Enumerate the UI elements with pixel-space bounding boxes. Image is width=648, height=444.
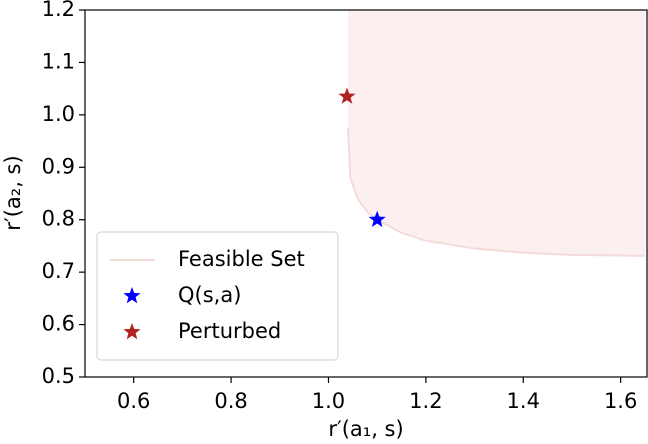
star-marker (368, 210, 386, 227)
legend-star (123, 323, 141, 340)
legend-star (123, 287, 141, 304)
x-tick-label: 1.0 (312, 389, 345, 413)
series-line (346, 127, 646, 257)
legend-label: Perturbed (178, 319, 281, 343)
x-axis-label: r′(a₁, s) (328, 417, 403, 441)
x-tick-label: 0.6 (117, 389, 150, 413)
x-tick-label: 1.2 (409, 389, 442, 413)
y-tick-label: 1.2 (42, 0, 75, 21)
feasible-region (347, 10, 645, 256)
x-tick-label: 1.6 (604, 389, 637, 413)
x-tick-label: 0.8 (214, 389, 247, 413)
y-tick-label: 1.0 (42, 102, 75, 126)
legend-label: Q(s,a) (178, 283, 241, 307)
y-tick-label: 0.7 (42, 259, 75, 283)
x-tick-label: 1.4 (507, 389, 540, 413)
y-tick-label: 0.5 (42, 364, 75, 388)
y-tick-label: 1.1 (42, 49, 75, 73)
y-axis-label: r′(a₂, s) (1, 155, 25, 230)
axes-frame (84, 9, 648, 378)
plot-area (338, 10, 646, 257)
star-marker (338, 87, 356, 104)
legend-box (96, 231, 339, 361)
y-tick-label: 0.6 (42, 312, 75, 336)
y-tick-label: 0.8 (42, 207, 75, 231)
legend-label: Feasible Set (178, 247, 305, 271)
y-tick-label: 0.9 (42, 154, 75, 178)
